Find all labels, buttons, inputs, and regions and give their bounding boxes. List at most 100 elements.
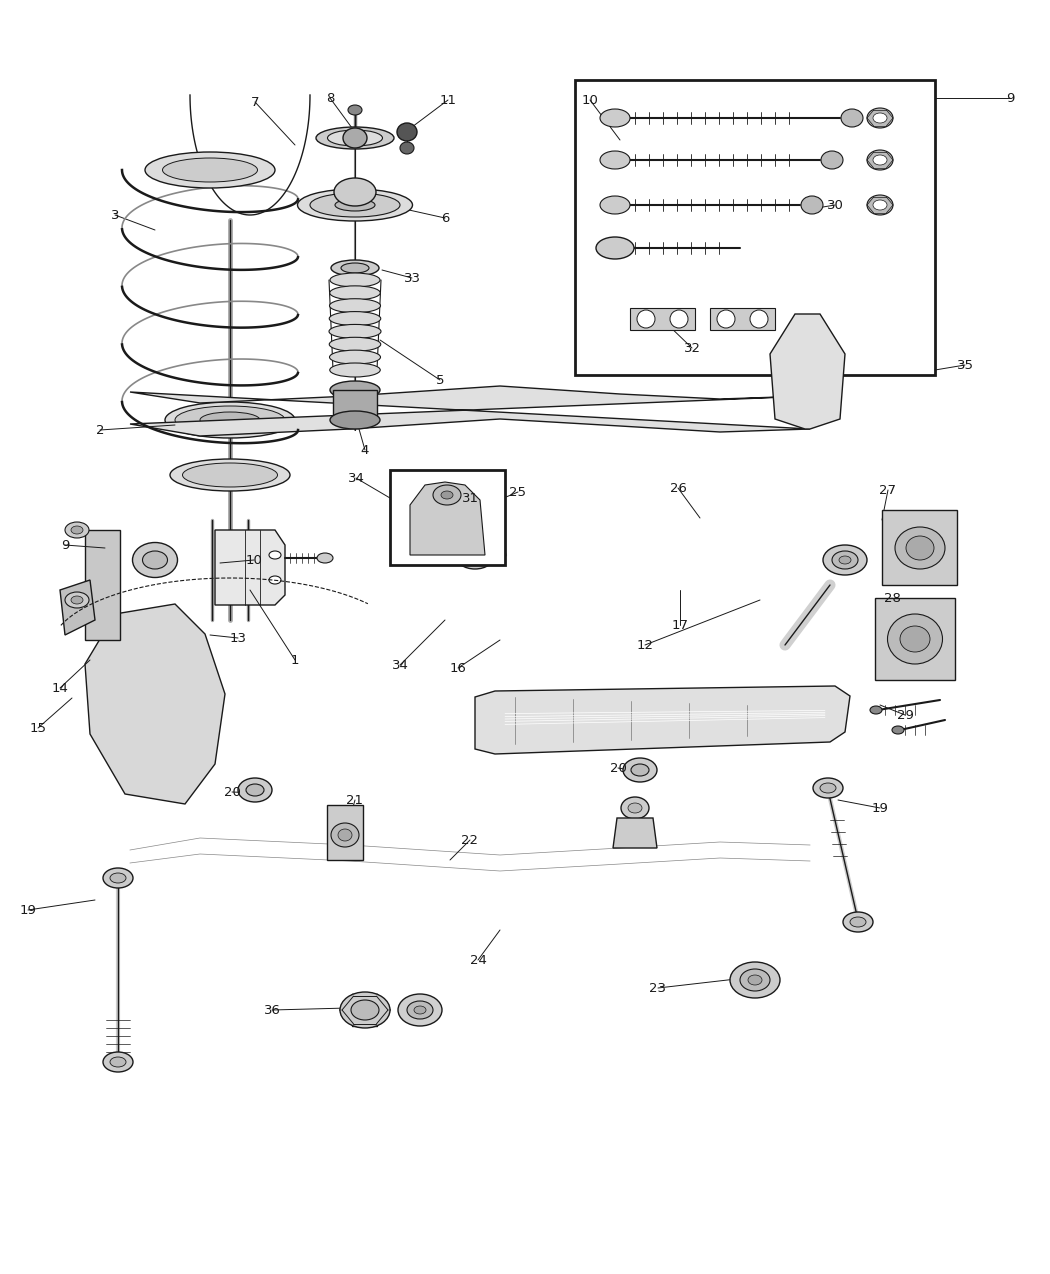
Text: 31: 31 xyxy=(462,492,479,505)
Text: 2: 2 xyxy=(96,423,104,437)
Ellipse shape xyxy=(895,527,945,569)
Text: 1: 1 xyxy=(291,654,299,666)
Ellipse shape xyxy=(870,706,882,713)
Ellipse shape xyxy=(335,199,375,211)
Text: 30: 30 xyxy=(826,199,843,211)
Ellipse shape xyxy=(71,526,83,534)
Ellipse shape xyxy=(823,545,867,575)
Polygon shape xyxy=(60,580,94,634)
Ellipse shape xyxy=(900,626,930,652)
Text: 9: 9 xyxy=(1006,92,1014,104)
Text: 7: 7 xyxy=(251,96,259,108)
Text: 21: 21 xyxy=(346,794,363,806)
Text: 6: 6 xyxy=(441,211,449,224)
Ellipse shape xyxy=(330,338,381,352)
Text: 28: 28 xyxy=(883,591,901,604)
Ellipse shape xyxy=(843,912,873,933)
Ellipse shape xyxy=(330,285,380,299)
Ellipse shape xyxy=(170,459,290,490)
Ellipse shape xyxy=(269,550,281,559)
Text: 14: 14 xyxy=(51,682,68,694)
Ellipse shape xyxy=(103,1052,133,1071)
Text: 8: 8 xyxy=(326,92,334,104)
Text: 33: 33 xyxy=(403,271,420,284)
Bar xyxy=(575,80,934,375)
Ellipse shape xyxy=(110,873,126,883)
Text: 34: 34 xyxy=(348,471,364,484)
Text: 3: 3 xyxy=(110,209,120,222)
Ellipse shape xyxy=(628,803,642,813)
Ellipse shape xyxy=(839,555,850,564)
Polygon shape xyxy=(475,685,850,754)
Ellipse shape xyxy=(813,778,843,798)
Polygon shape xyxy=(630,308,695,330)
Ellipse shape xyxy=(740,970,770,991)
Circle shape xyxy=(750,310,768,327)
Bar xyxy=(390,470,505,564)
Ellipse shape xyxy=(631,764,649,776)
Ellipse shape xyxy=(820,784,836,792)
Ellipse shape xyxy=(748,975,762,985)
Ellipse shape xyxy=(397,124,417,141)
Text: 20: 20 xyxy=(610,762,627,775)
Ellipse shape xyxy=(143,550,168,569)
Text: 15: 15 xyxy=(29,721,46,735)
Ellipse shape xyxy=(238,778,272,803)
Ellipse shape xyxy=(906,536,934,561)
Text: 9: 9 xyxy=(61,539,69,552)
Polygon shape xyxy=(613,818,657,848)
Ellipse shape xyxy=(183,462,277,487)
Ellipse shape xyxy=(297,189,413,220)
Ellipse shape xyxy=(165,403,295,438)
Ellipse shape xyxy=(348,104,362,115)
Ellipse shape xyxy=(600,196,630,214)
Ellipse shape xyxy=(103,868,133,888)
Text: 5: 5 xyxy=(436,373,444,386)
Text: 32: 32 xyxy=(684,341,700,354)
Ellipse shape xyxy=(351,1000,379,1020)
Ellipse shape xyxy=(867,195,892,215)
Ellipse shape xyxy=(200,412,260,428)
Text: 26: 26 xyxy=(670,482,687,494)
Ellipse shape xyxy=(398,994,442,1026)
Polygon shape xyxy=(410,482,485,555)
Ellipse shape xyxy=(316,127,394,149)
Ellipse shape xyxy=(801,196,823,214)
Ellipse shape xyxy=(163,158,257,182)
Ellipse shape xyxy=(455,541,495,569)
Ellipse shape xyxy=(330,363,380,377)
Ellipse shape xyxy=(600,110,630,127)
Ellipse shape xyxy=(329,325,381,339)
Polygon shape xyxy=(215,530,285,605)
Ellipse shape xyxy=(330,412,380,429)
Circle shape xyxy=(637,310,655,327)
Text: 22: 22 xyxy=(462,833,479,846)
Ellipse shape xyxy=(145,152,275,189)
Text: 23: 23 xyxy=(650,981,667,995)
Ellipse shape xyxy=(340,992,390,1028)
Ellipse shape xyxy=(65,522,89,538)
Text: 12: 12 xyxy=(636,638,653,651)
Ellipse shape xyxy=(317,553,333,563)
Ellipse shape xyxy=(132,543,177,577)
Ellipse shape xyxy=(867,108,892,127)
Ellipse shape xyxy=(328,130,382,147)
Text: 24: 24 xyxy=(469,953,486,967)
Text: 19: 19 xyxy=(872,801,888,814)
Ellipse shape xyxy=(65,592,89,608)
Ellipse shape xyxy=(269,576,281,583)
Ellipse shape xyxy=(873,155,887,166)
Text: 27: 27 xyxy=(880,484,897,497)
Ellipse shape xyxy=(414,1006,426,1014)
Ellipse shape xyxy=(175,406,285,434)
Ellipse shape xyxy=(600,152,630,169)
Polygon shape xyxy=(875,598,956,680)
Ellipse shape xyxy=(343,127,368,148)
Text: 16: 16 xyxy=(449,661,466,674)
Polygon shape xyxy=(882,510,957,585)
Text: 10: 10 xyxy=(582,93,598,107)
Text: 29: 29 xyxy=(897,708,914,721)
Ellipse shape xyxy=(330,273,380,287)
Ellipse shape xyxy=(433,485,461,505)
Ellipse shape xyxy=(400,141,414,154)
